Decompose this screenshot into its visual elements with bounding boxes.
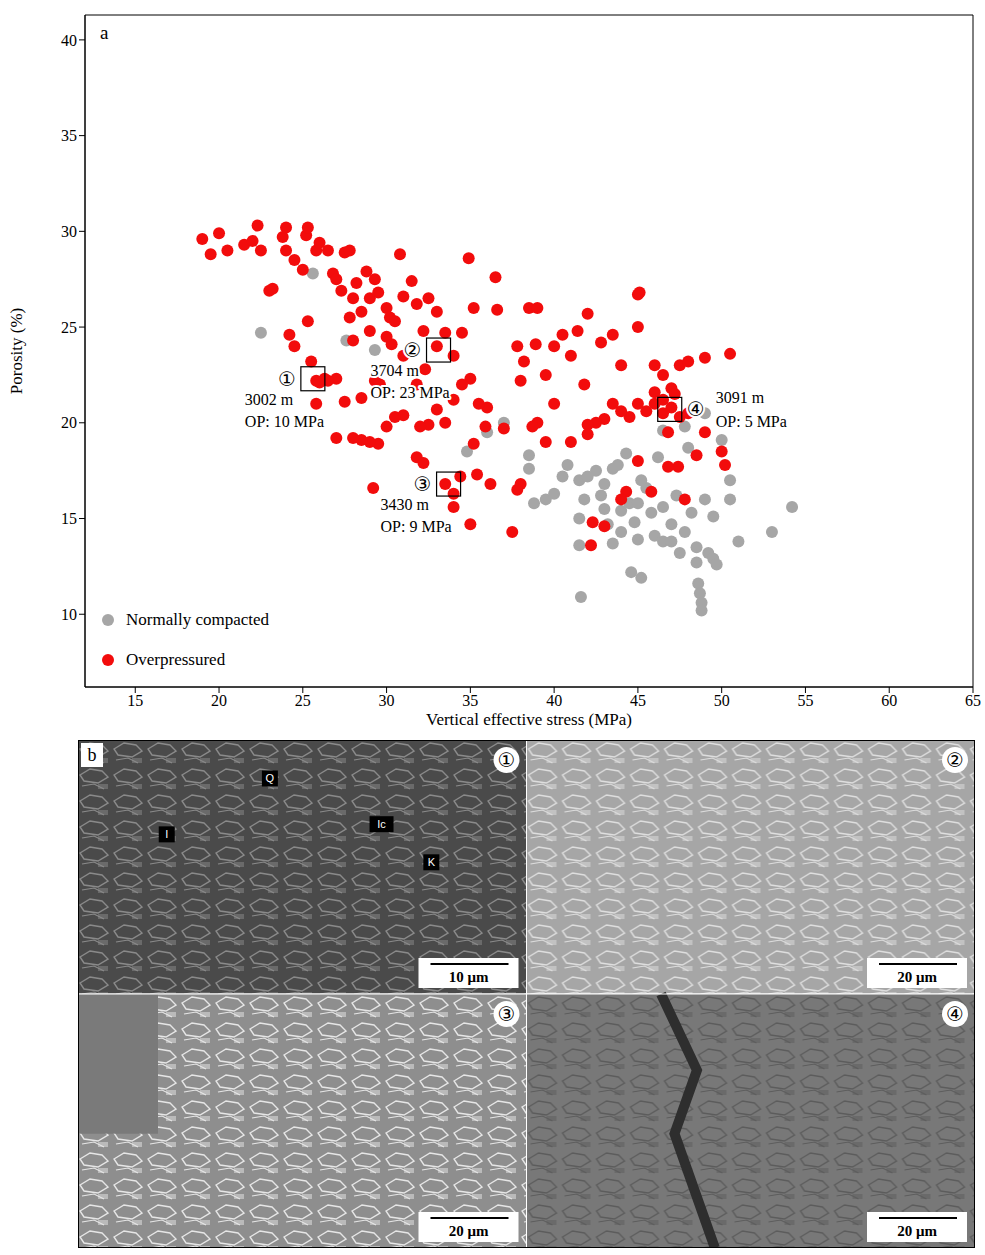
svg-text:20 μm: 20 μm — [897, 969, 937, 985]
svg-text:④: ④ — [946, 1002, 964, 1026]
svg-text:①: ① — [498, 748, 516, 772]
svg-text:20 μm: 20 μm — [897, 1223, 937, 1239]
svg-text:OP: 9 MPa: OP: 9 MPa — [381, 518, 452, 535]
svg-text:④: ④ — [687, 397, 705, 421]
svg-text:25: 25 — [61, 319, 77, 336]
html-text:a: a — [100, 22, 109, 43]
svg-text:20: 20 — [61, 414, 77, 431]
svg-text:45: 45 — [630, 692, 646, 709]
svg-text:50: 50 — [714, 692, 730, 709]
svg-text:20 μm: 20 μm — [449, 1223, 489, 1239]
svg-text:35: 35 — [61, 127, 77, 144]
svg-text:OP: 10 MPa: OP: 10 MPa — [245, 413, 324, 430]
svg-text:25: 25 — [295, 692, 311, 709]
svg-text:3430 m: 3430 m — [381, 496, 430, 513]
svg-text:OP: 23 MPa: OP: 23 MPa — [371, 384, 450, 401]
svg-text:55: 55 — [797, 692, 813, 709]
html-text:Overpressured: Overpressured — [126, 650, 226, 669]
svg-text:30: 30 — [379, 692, 395, 709]
svg-text:③: ③ — [498, 1002, 516, 1026]
svg-text:35: 35 — [462, 692, 478, 709]
svg-text:40: 40 — [546, 692, 562, 709]
svg-text:③: ③ — [414, 472, 432, 496]
svg-text:b: b — [88, 745, 97, 765]
svg-text:30: 30 — [61, 223, 77, 240]
svg-text:OP: 5 MPa: OP: 5 MPa — [716, 413, 787, 430]
svg-text:Ic: Ic — [377, 818, 386, 830]
svg-text:65: 65 — [965, 692, 981, 709]
svg-text:Vertical effective stress (MPa: Vertical effective stress (MPa) — [426, 710, 632, 729]
svg-text:3002 m: 3002 m — [245, 391, 294, 408]
svg-text:10 μm: 10 μm — [449, 969, 489, 985]
svg-text:①: ① — [278, 367, 296, 391]
svg-text:②: ② — [946, 748, 964, 772]
svg-text:10: 10 — [61, 606, 77, 623]
svg-text:60: 60 — [881, 692, 897, 709]
svg-text:K: K — [428, 856, 436, 868]
svg-text:I: I — [165, 828, 168, 840]
svg-text:15: 15 — [127, 692, 143, 709]
svg-text:3704 m: 3704 m — [371, 362, 420, 379]
svg-text:Q: Q — [266, 772, 275, 784]
svg-text:40: 40 — [61, 32, 77, 49]
html-text:Normally compacted: Normally compacted — [126, 610, 269, 629]
svg-text:②: ② — [404, 338, 422, 362]
svg-text:15: 15 — [61, 510, 77, 527]
svg-text:20: 20 — [211, 692, 227, 709]
svg-text:3091 m: 3091 m — [716, 389, 765, 406]
svg-text:Porosity (%): Porosity (%) — [7, 308, 26, 394]
